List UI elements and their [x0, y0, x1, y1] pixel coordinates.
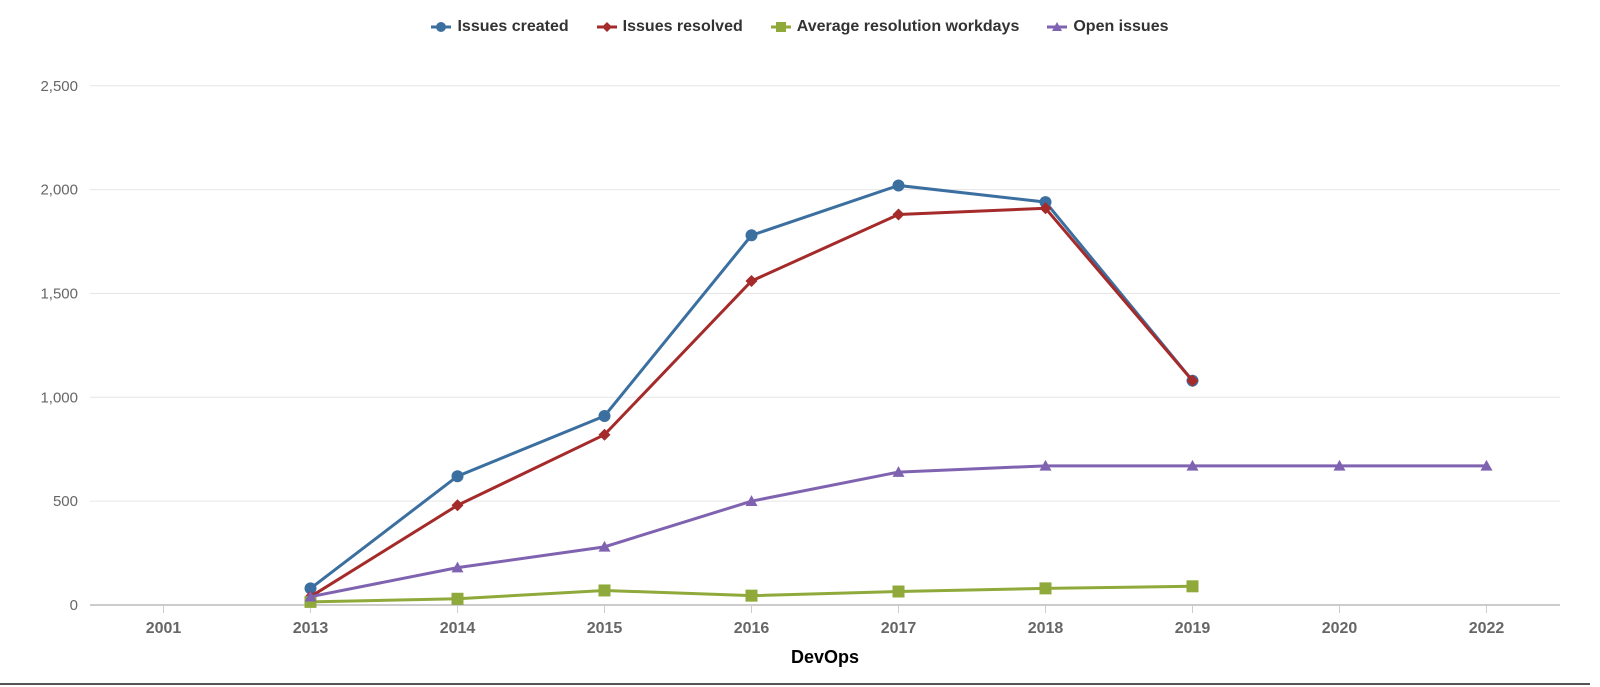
x-axis-title: DevOps: [791, 647, 859, 667]
bottom-border: [0, 683, 1590, 685]
triangle-icon: [1047, 19, 1067, 35]
x-tick-label: 2013: [293, 620, 329, 637]
legend: Issues created Issues resolved Average res…: [0, 18, 1600, 40]
circle-icon: [431, 19, 451, 35]
x-tick-label: 2019: [1175, 620, 1211, 637]
x-tick-label: 2014: [440, 620, 476, 637]
y-tick-label: 0: [70, 597, 78, 614]
x-tick-label: 2017: [881, 620, 917, 637]
x-tick-label: 2015: [587, 620, 623, 637]
legend-item[interactable]: Issues resolved: [597, 18, 743, 36]
legend-item[interactable]: Average resolution workdays: [771, 18, 1020, 36]
x-tick-label: 2018: [1028, 620, 1064, 637]
series-issues-resolved: [305, 202, 1199, 602]
legend-item[interactable]: Issues created: [431, 18, 568, 36]
legend-label: Open issues: [1073, 18, 1168, 36]
series-average-resolution-workdays: [305, 580, 1199, 608]
legend-label: Issues created: [457, 18, 568, 36]
diamond-icon: [597, 19, 617, 35]
series-open-issues: [305, 460, 1493, 602]
series-issues-created: [305, 179, 1199, 594]
x-tick-label: 2016: [734, 620, 770, 637]
x-tick-label: 2001: [146, 620, 182, 637]
x-tick-label: 2022: [1469, 620, 1505, 637]
x-tick-label: 2020: [1322, 620, 1358, 637]
square-icon: [771, 19, 791, 35]
line-chart: Issues created Issues resolved Average res…: [0, 0, 1600, 687]
y-tick-label: 500: [53, 493, 78, 510]
y-tick-label: 1,000: [40, 389, 78, 406]
legend-label: Issues resolved: [623, 18, 743, 36]
y-tick-label: 2,000: [40, 182, 78, 199]
plot-area: 0 500 1,000 1,500 2,000 2,500 2001 2013 2014 2015…: [0, 0, 1600, 687]
legend-item[interactable]: Open issues: [1047, 18, 1168, 36]
y-tick-label: 1,500: [40, 285, 78, 302]
y-tick-label: 2,500: [40, 78, 78, 95]
legend-label: Average resolution workdays: [797, 18, 1020, 36]
